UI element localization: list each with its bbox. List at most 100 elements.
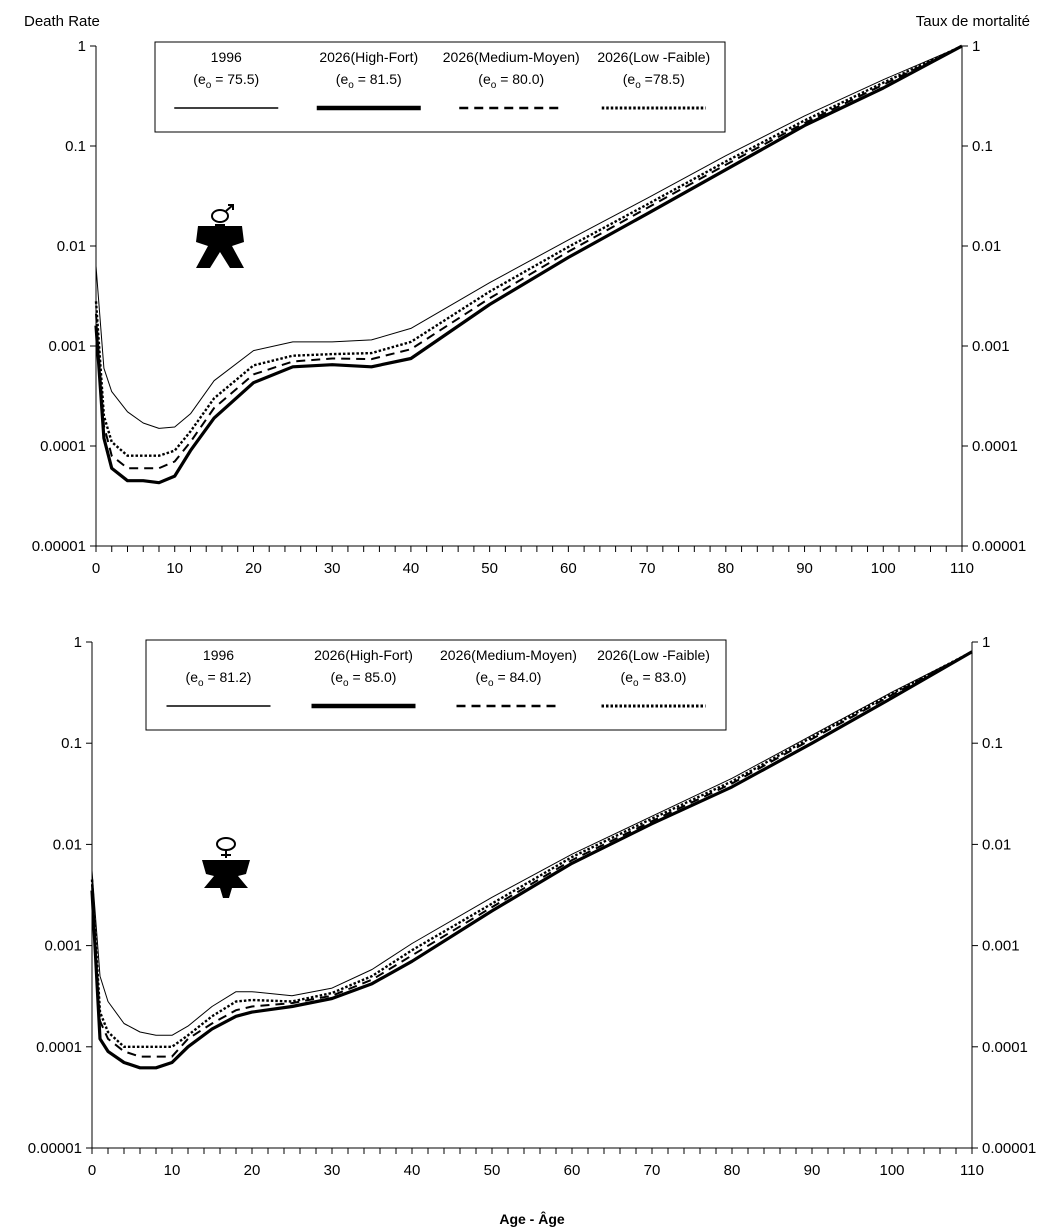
y-tick-label-right: 0.001 [972,338,1010,355]
legend-e0-sub: o [491,80,497,91]
x-tick-label: 20 [245,560,262,577]
legend-e0-sub: o [206,80,212,91]
y-tick-label-left: 0.001 [48,338,86,355]
legend-e0-value: = 80.0) [496,71,544,87]
y-tick-label-right: 1 [982,634,990,651]
legend-label: 2026(High-Fort) [314,647,413,663]
y-tick-label-left: 1 [74,634,82,651]
series-line-3 [91,650,973,1058]
x-tick-label: 20 [244,1162,261,1179]
legend-life-expectancy: (eo = 85.0) [331,669,397,689]
y-tick-label-right: 0.00001 [972,538,1026,555]
y-axis-title-left: Death Rate [24,13,100,30]
female-figure-icon [202,860,250,898]
y-tick-label-left: 0.0001 [36,1039,82,1056]
legend-life-expectancy: (eo = 83.0) [621,669,687,689]
x-tick-label: 50 [481,560,498,577]
legend-life-expectancy: (eo = 81.5) [336,71,402,91]
y-tick-label-left: 0.1 [61,735,82,752]
female-symbol-icon [216,837,236,851]
legend-life-expectancy: (eo =78.5) [623,71,685,91]
legend-label: 2026(High-Fort) [319,49,418,65]
legend-e0-value: = 85.0) [349,669,397,685]
legend-e0-sub: o [348,80,354,91]
series-line-4 [90,650,973,1049]
x-tick-label: 40 [403,560,420,577]
y-tick-label-right: 0.0001 [972,438,1018,455]
x-tick-label: 60 [560,560,577,577]
chart-panel-2: 1 1 0.1 0.1 0.01 0.01 0.001 0.001 0.0001 0.0001 0.… [28,634,1036,1227]
legend-life-expectancy: (eo = 75.5) [193,71,259,91]
legend-box [145,639,727,731]
x-tick-label: 110 [960,1162,984,1179]
y-tick-label-right: 0.1 [982,735,1003,752]
legend-e0-prefix: (e [331,669,344,685]
series-line-3 [95,45,963,470]
legend-e0-sub: o [343,678,349,689]
series-line-2 [90,650,973,1070]
y-tick-label-left: 0.01 [53,836,82,853]
x-axis-title: Age - Âge [499,1210,565,1227]
legend-e0-value: = 75.5) [211,71,259,87]
legend-e0-value: = 81.5) [354,71,402,87]
x-tick-label: 80 [717,560,734,577]
y-axis-title-right: Taux de mortalité [916,13,1030,30]
y-tick-label-left: 0.00001 [32,538,86,555]
x-tick-label: 110 [950,560,974,577]
legend-e0-prefix: (e [621,669,634,685]
series-line-4 [94,44,963,457]
y-tick-label-left: 0.0001 [40,438,86,455]
legend-e0-prefix: (e [476,669,489,685]
y-tick-label-right: 0.0001 [982,1039,1028,1056]
x-tick-label: 70 [644,1162,661,1179]
y-tick-label-left: 1 [78,38,86,55]
legend-label: 2026(Medium-Moyen) [443,49,580,65]
legend-e0-sub: o [488,678,494,689]
y-tick-label-left: 0.00001 [28,1140,82,1157]
y-tick-label-right: 0.1 [972,138,993,155]
male-figure-icon [215,224,225,228]
legend-e0-prefix: (e [186,669,199,685]
legend-e0-prefix: (e [623,71,636,87]
legend-life-expectancy: (eo = 81.2) [186,669,252,689]
legend: 1996(eo = 75.5)2026(High-Fort)(eo = 81.5… [154,41,726,133]
x-tick-label: 30 [324,1162,341,1179]
legend-e0-sub: o [633,678,639,689]
y-tick-label-right: 1 [972,38,980,55]
legend-life-expectancy: (eo = 84.0) [476,669,542,689]
x-tick-label: 40 [404,1162,421,1179]
x-tick-label: 100 [871,560,896,577]
x-tick-label: 10 [166,560,183,577]
male-symbol-icon [211,209,229,223]
legend-label: 2026(Low -Faible) [597,647,710,663]
legend-e0-value: = 83.0) [639,669,687,685]
male-figure-icon [196,226,244,268]
y-tick-label-right: 0.01 [982,836,1011,853]
x-tick-label: 0 [88,1162,96,1179]
chart-panel-1: 1 1 0.1 0.1 0.01 0.01 0.001 0.001 0.0001 0.0001 0.… [24,13,1030,577]
y-tick-label-left: 0.1 [65,138,86,155]
male-symbol-icon [228,204,234,210]
x-tick-label: 70 [639,560,656,577]
legend-box [154,41,726,133]
x-tick-label: 30 [324,560,341,577]
legend: 1996(eo = 81.2)2026(High-Fort)(eo = 85.0… [145,639,727,731]
legend-e0-prefix: (e [336,71,349,87]
series-line-1 [91,651,973,1036]
y-tick-label-right: 0.01 [972,238,1001,255]
y-tick-label-left: 0.01 [57,238,86,255]
x-tick-label: 80 [724,1162,741,1179]
y-tick-label-right: 0.00001 [982,1140,1036,1157]
legend-e0-sub: o [198,678,204,689]
legend-e0-prefix: (e [193,71,206,87]
x-tick-label: 100 [879,1162,904,1179]
legend-label: 1996 [211,49,242,65]
x-tick-label: 60 [564,1162,581,1179]
legend-label: 2026(Medium-Moyen) [440,647,577,663]
x-tick-label: 0 [92,560,100,577]
legend-e0-value: = 81.2) [204,669,252,685]
legend-e0-value: =78.5) [641,71,685,87]
legend-life-expectancy: (eo = 80.0) [478,71,544,91]
series-line-2 [94,44,963,485]
